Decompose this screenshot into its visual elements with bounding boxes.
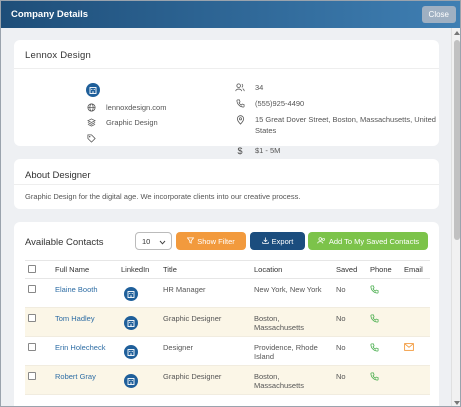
- linkedin-icon[interactable]: [124, 373, 138, 388]
- table-row[interactable]: Erin Holecheck Designer Providence, Rhod…: [25, 336, 430, 366]
- add-to-saved-contacts-button[interactable]: Add To My Saved Contacts: [308, 232, 428, 250]
- row-checkbox[interactable]: [28, 342, 36, 351]
- row-checkbox[interactable]: [28, 313, 36, 322]
- modal-header: Company Details Close: [1, 1, 460, 28]
- contact-name-link[interactable]: Elaine Booth: [55, 284, 98, 294]
- linkedin-icon[interactable]: [124, 286, 138, 301]
- modal-title: Company Details: [11, 9, 89, 20]
- modal-body: Lennox Design lennoxdesign.com Graphic D…: [1, 28, 451, 406]
- industry-row: Graphic Design: [84, 118, 158, 127]
- company-address-line2: States: [255, 125, 277, 135]
- globe-icon: [84, 103, 98, 112]
- about-card: About Designer Graphic Design for the di…: [14, 159, 439, 209]
- building-icon: [86, 83, 100, 97]
- phone-row: (555)925-4490: [233, 99, 304, 108]
- linkedin-icon[interactable]: [124, 344, 138, 359]
- show-filter-button[interactable]: Show Filter: [176, 232, 246, 250]
- page-size-select[interactable]: 10: [135, 232, 172, 250]
- download-icon: [261, 236, 269, 246]
- row-checkbox[interactable]: [28, 284, 36, 293]
- contact-location: Boston, Massachusetts: [251, 365, 333, 395]
- column-header[interactable]: Location: [251, 261, 333, 279]
- linkedin-icon[interactable]: [124, 315, 138, 330]
- export-label: Export: [271, 236, 294, 246]
- phone-icon[interactable]: [370, 342, 379, 354]
- contacts-card: Available Contacts 10 Show Filter Export: [14, 222, 439, 406]
- company-card: Lennox Design lennoxdesign.com Graphic D…: [14, 40, 439, 156]
- phone-icon[interactable]: [370, 284, 379, 296]
- company-industry: Graphic Design: [106, 118, 158, 127]
- scroll-thumb[interactable]: [454, 40, 460, 240]
- contact-title: HR Manager: [160, 278, 251, 308]
- contact-saved: No: [333, 336, 367, 366]
- page-size-value: 10: [142, 236, 151, 246]
- contact-title: Graphic Designer: [160, 365, 251, 395]
- employees-row: 34: [233, 83, 263, 92]
- column-header[interactable]: Phone: [367, 261, 401, 279]
- contacts-table: Full Name LinkedIn Title Location Saved …: [25, 260, 430, 395]
- column-header[interactable]: Full Name: [52, 261, 118, 279]
- company-phone: (555)925-4490: [255, 99, 305, 108]
- contact-location: Providence, Rhode Island: [251, 336, 333, 366]
- divider: [14, 68, 439, 69]
- column-header[interactable]: Title: [160, 261, 251, 279]
- about-title: About Designer: [25, 170, 91, 181]
- divider: [14, 184, 439, 185]
- contact-saved: No: [333, 278, 367, 308]
- users-icon: [317, 236, 326, 246]
- row-checkbox[interactable]: [28, 371, 36, 380]
- column-header[interactable]: Email: [401, 261, 430, 279]
- company-employees: 34: [255, 83, 264, 92]
- company-address-line1: 15 Great Dover Street, Boston, Massachus…: [255, 115, 436, 124]
- contact-location: Boston, Massachusetts: [251, 307, 333, 337]
- table-row[interactable]: Elaine Booth HR Manager New York, New Yo…: [25, 278, 430, 308]
- phone-icon[interactable]: [370, 313, 379, 325]
- contact-title: Graphic Designer: [160, 307, 251, 337]
- show-filter-label: Show Filter: [197, 236, 235, 246]
- close-button[interactable]: Close: [421, 6, 456, 23]
- address-row: 15 Great Dover Street, Boston, Massachus…: [233, 115, 436, 136]
- website-row: lennoxdesign.com: [84, 103, 166, 112]
- add-to-saved-label: Add To My Saved Contacts: [328, 236, 420, 246]
- export-button[interactable]: Export: [250, 232, 305, 250]
- contact-saved: No: [333, 365, 367, 395]
- phone-icon: [233, 99, 247, 108]
- column-header[interactable]: LinkedIn: [118, 261, 160, 279]
- filter-icon: [186, 236, 195, 246]
- table-row[interactable]: Tom Hadley Graphic Designer Boston, Massa…: [25, 307, 430, 337]
- company-revenue: $1 - 5M: [255, 146, 281, 155]
- tag-row: [84, 134, 106, 143]
- contact-saved: No: [333, 307, 367, 337]
- vertical-scrollbar[interactable]: [451, 28, 460, 406]
- column-header[interactable]: Saved: [333, 261, 367, 279]
- contact-name-link[interactable]: Erin Holecheck: [55, 342, 106, 352]
- revenue-row: $ $1 - 5M: [233, 146, 280, 156]
- contact-title: Designer: [160, 336, 251, 366]
- about-text: Graphic Design for the digital age. We i…: [25, 192, 301, 201]
- company-name: Lennox Design: [25, 50, 91, 61]
- users-icon: [233, 83, 247, 92]
- select-all-checkbox[interactable]: [28, 264, 36, 273]
- tag-icon: [84, 134, 98, 143]
- contacts-title: Available Contacts: [25, 237, 104, 248]
- table-row[interactable]: Robert Gray Graphic Designer Boston, Mass…: [25, 365, 430, 395]
- chevron-down-icon: [159, 238, 166, 247]
- layers-icon: [84, 118, 98, 127]
- dollar-icon: $: [237, 146, 243, 156]
- envelope-icon[interactable]: [404, 342, 414, 353]
- table-header-row: Full Name LinkedIn Title Location Saved …: [25, 261, 430, 279]
- scroll-down-arrow[interactable]: [454, 401, 460, 405]
- phone-icon[interactable]: [370, 371, 379, 383]
- contact-location: New York, New York: [251, 278, 333, 308]
- map-pin-icon: [233, 115, 247, 125]
- company-website[interactable]: lennoxdesign.com: [106, 103, 167, 112]
- contact-name-link[interactable]: Robert Gray: [55, 371, 96, 381]
- scroll-up-arrow[interactable]: [454, 31, 460, 35]
- contact-name-link[interactable]: Tom Hadley: [55, 313, 95, 323]
